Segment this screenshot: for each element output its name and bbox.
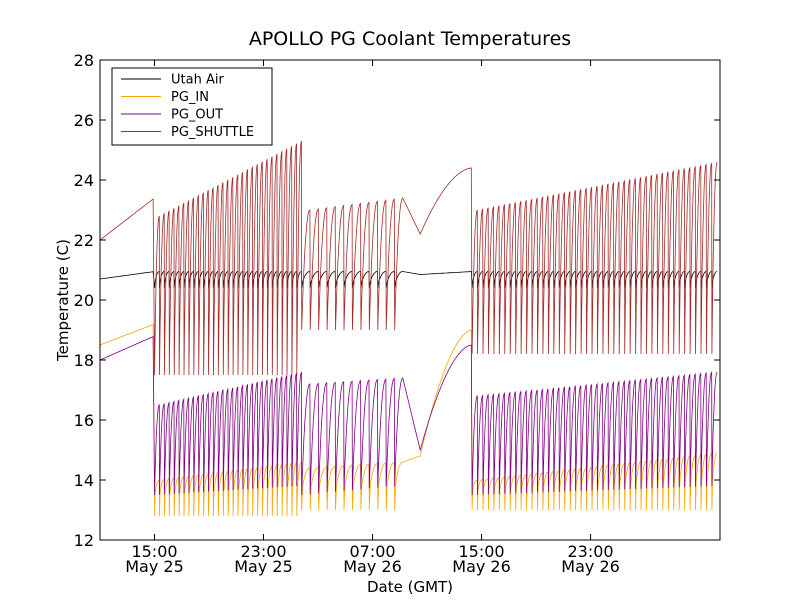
- x-tick-date: May 25: [125, 557, 184, 576]
- legend: Utah Air PG_IN PG_OUT PG_SHUTTLE: [111, 67, 273, 146]
- y-tick-label: 22: [74, 231, 94, 250]
- series-pg-out: [99, 335, 718, 496]
- y-tick-label: 16: [74, 411, 94, 430]
- x-tick-time: 23:00: [240, 542, 286, 561]
- series-pg-shuttle: [99, 140, 718, 376]
- legend-label: PG_OUT: [171, 108, 223, 123]
- x-tick-time: 15:00: [458, 542, 504, 561]
- y-tick-label: 20: [74, 291, 94, 310]
- y-tick-label: 12: [74, 531, 94, 550]
- x-tick-time: 07:00: [349, 542, 395, 561]
- legend-box: [111, 67, 273, 146]
- y-tick-label: 28: [74, 51, 94, 70]
- legend-label: Utah Air: [171, 73, 224, 88]
- x-tick-date: May 26: [561, 557, 620, 576]
- x-tick-date: May 26: [343, 557, 402, 576]
- y-axis-label: Temperature (C): [54, 239, 72, 362]
- y-tick-label: 14: [74, 471, 94, 490]
- y-tick-label: 26: [74, 111, 94, 130]
- x-tick-date: May 26: [452, 557, 511, 576]
- series-pg-in: [99, 323, 718, 517]
- x-tick-time: 23:00: [567, 542, 613, 561]
- x-axis-label: Date (GMT): [367, 578, 453, 596]
- chart-title: APOLLO PG Coolant Temperatures: [249, 28, 571, 50]
- y-axis: 12 14 16 18 20 22 24 26 28: [74, 51, 720, 550]
- x-tick-date: May 25: [234, 557, 293, 576]
- legend-label: PG_IN: [171, 90, 209, 105]
- plot-lines: [99, 140, 718, 517]
- y-tick-label: 18: [74, 351, 94, 370]
- legend-label: PG_SHUTTLE: [171, 125, 254, 140]
- x-tick-time: 15:00: [131, 542, 177, 561]
- y-tick-label: 24: [74, 171, 94, 190]
